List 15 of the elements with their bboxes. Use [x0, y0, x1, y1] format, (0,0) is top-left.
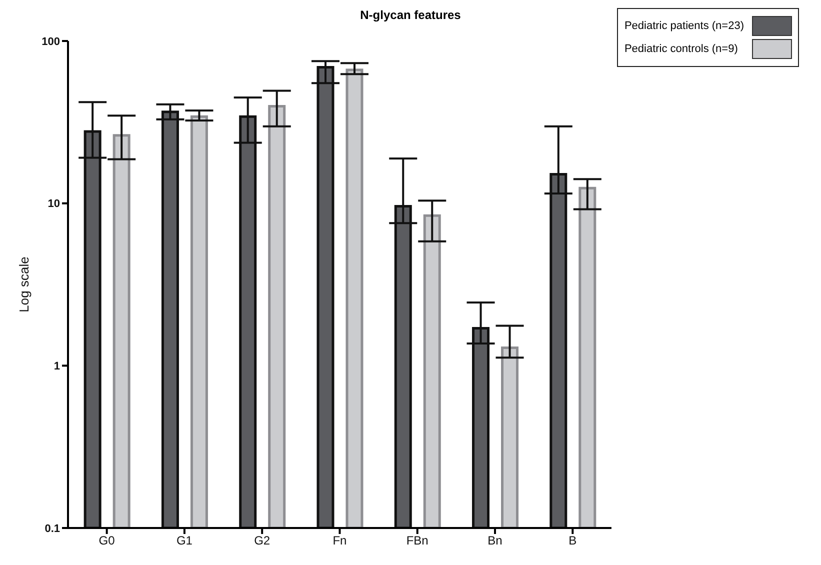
- chart-title: N-glycan features: [360, 8, 461, 22]
- x-tick-label: Bn: [488, 534, 502, 548]
- y-tick-label: 100: [42, 36, 60, 48]
- x-tick-label: G2: [254, 534, 270, 548]
- x-tick-label: FBn: [406, 534, 428, 548]
- x-tick-label: G0: [98, 534, 116, 548]
- y-tick-label: 1: [54, 360, 60, 373]
- y-tick-label: 0.1: [44, 522, 60, 535]
- legend-label: Pediatric controls (n=9): [624, 43, 738, 55]
- legend-label: Pediatric patients (n=23): [624, 20, 744, 32]
- x-tick-label: B: [568, 534, 577, 548]
- x-tick-label: Fn: [332, 534, 347, 548]
- y-axis-title: Log scale: [16, 256, 32, 312]
- x-tick-label: G1: [176, 534, 193, 548]
- y-tick-label: 10: [48, 198, 60, 210]
